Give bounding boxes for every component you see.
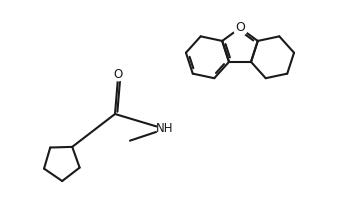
- Text: NH: NH: [156, 122, 174, 135]
- Text: O: O: [235, 21, 245, 34]
- Text: O: O: [114, 67, 123, 80]
